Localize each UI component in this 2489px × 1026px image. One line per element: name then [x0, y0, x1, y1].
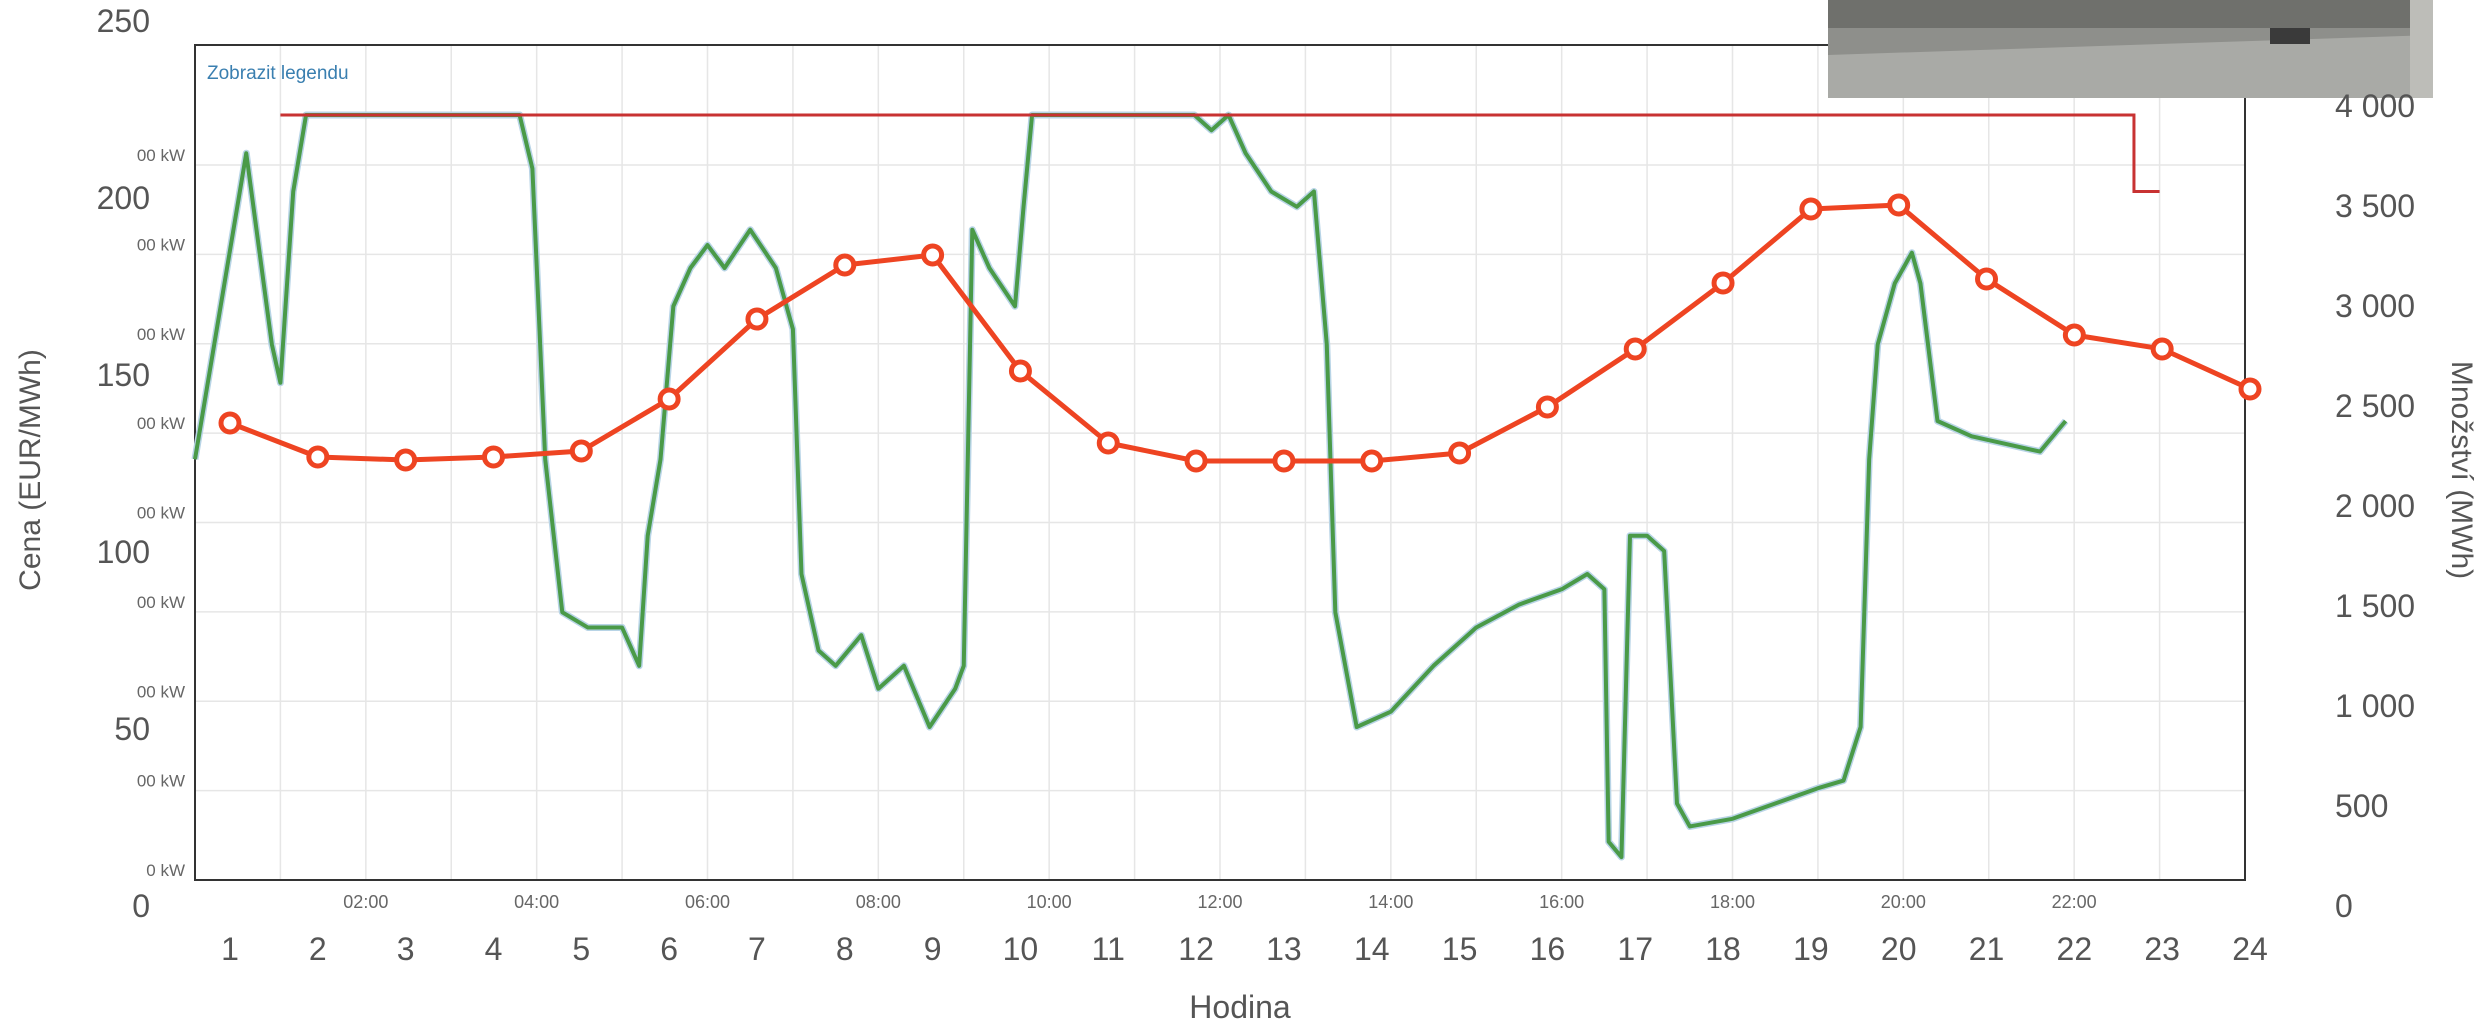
quantity-data-point: [921, 243, 945, 267]
x-tick-label: 9: [924, 931, 942, 967]
x-tick-label: 15: [1442, 931, 1478, 967]
x-tick-label: 4: [485, 931, 503, 967]
quantity-data-point: [306, 445, 330, 469]
overlay-time-tick-label: 14:00: [1368, 892, 1413, 912]
right-axis-title: Množství (MWh): [2445, 361, 2478, 579]
left-y-tick-label: 200: [97, 180, 150, 216]
quantity-data-point: [1799, 197, 1823, 221]
overlay-time-tick-label: 08:00: [856, 892, 901, 912]
x-tick-label: 20: [1881, 931, 1917, 967]
overlay-series-shadow: [191, 111, 2069, 861]
quantity-data-point: [1184, 449, 1208, 473]
right-y-tick-label: 1 500: [2335, 588, 2415, 624]
overlay-y-tick-label: 00 kW: [137, 414, 185, 433]
right-y-tick-label: 0: [2335, 888, 2353, 924]
quantity-data-point: [1975, 267, 1999, 291]
x-tick-label: 11: [1092, 931, 1125, 967]
quantity-data-point: [1360, 449, 1384, 473]
x-tick-label: 23: [2144, 931, 2180, 967]
x-tick-label: 14: [1354, 931, 1390, 967]
x-tick-label: 2: [309, 931, 327, 967]
quantity-data-point: [2150, 337, 2174, 361]
overlay-y-tick-label: 00 kW: [137, 593, 185, 612]
x-tick-label: 21: [1969, 931, 2005, 967]
quantity-data-point: [1008, 359, 1032, 383]
overlay-y-tick-label: 00 kW: [137, 325, 185, 344]
overlay-y-tick-label: 00 kW: [137, 146, 185, 165]
quantity-data-point: [657, 387, 681, 411]
overlay-y-tick-label: 00 kW: [137, 772, 185, 791]
quantity-data-point: [1711, 271, 1735, 295]
series-layer: [218, 193, 2262, 473]
quantity-data-point: [1887, 193, 1911, 217]
quantity-data-point: [481, 445, 505, 469]
quantity-data-point: [833, 253, 857, 277]
quantity-data-point: [2238, 377, 2262, 401]
x-axis-title: Hodina: [1189, 989, 1291, 1025]
overlay-content: [191, 111, 2160, 861]
quantity-data-point: [1535, 395, 1559, 419]
left-y-tick-label: 50: [114, 711, 150, 747]
overlay-y-tick-label: 00 kW: [137, 682, 185, 701]
overlay-time-tick-label: 04:00: [514, 892, 559, 912]
overlay-time-tick-label: 06:00: [685, 892, 730, 912]
quantity-series-line: [229, 202, 2252, 464]
overlay-time-tick-label: 10:00: [1027, 892, 1072, 912]
quantity-data-point: [569, 439, 593, 463]
legend-toggle-link[interactable]: Zobrazit legendu: [207, 63, 349, 84]
x-tick-label: 7: [748, 931, 766, 967]
quantity-data-point: [1272, 449, 1296, 473]
left-y-tick-label: 250: [97, 3, 150, 39]
x-tick-label: 12: [1178, 931, 1214, 967]
quantity-data-point: [2062, 323, 2086, 347]
quantity-data-point: [745, 307, 769, 331]
right-y-tick-label: 3 500: [2335, 188, 2415, 224]
right-y-tick-label: 3 000: [2335, 288, 2415, 324]
right-y-tick-label: 500: [2335, 788, 2388, 824]
left-y-tick-label: 100: [97, 534, 150, 570]
overlay-limit-line: [280, 113, 2160, 193]
left-y-tick-label: 150: [97, 357, 150, 393]
overlay-time-tick-label: 16:00: [1539, 892, 1584, 912]
x-tick-label: 10: [1003, 931, 1039, 967]
right-y-tick-label: 4 000: [2335, 88, 2415, 124]
quantity-data-point: [1623, 337, 1647, 361]
overlay-time-tick-label: 02:00: [343, 892, 388, 912]
left-axis-title: Cena (EUR/MWh): [14, 349, 47, 591]
right-y-tick-label: 2 500: [2335, 388, 2415, 424]
x-tick-label: 1: [221, 931, 239, 967]
x-tick-label: 5: [572, 931, 590, 967]
overlay-y-tick-label: 00 kW: [137, 235, 185, 254]
overlay-series-line: [193, 113, 2068, 860]
photo-thumbnail: [1828, 0, 2433, 98]
overlay-time-tick-label: 12:00: [1197, 892, 1242, 912]
overlay-y-tick-label: 00 kW: [137, 504, 185, 523]
right-y-tick-label: 1 000: [2335, 688, 2415, 724]
quantity-data-point: [394, 448, 418, 472]
x-tick-label: 19: [1793, 931, 1829, 967]
x-tick-label: 13: [1266, 931, 1302, 967]
x-tick-label: 18: [1705, 931, 1741, 967]
x-tick-label: 24: [2232, 931, 2268, 967]
x-tick-label: 16: [1530, 931, 1566, 967]
quantity-data-point: [218, 411, 242, 435]
x-tick-label: 8: [836, 931, 854, 967]
quantity-data-point: [1096, 431, 1120, 455]
overlay-time-tick-label: 18:00: [1710, 892, 1755, 912]
overlay-y-tick-label: 0 kW: [146, 861, 185, 880]
overlay-time-tick-label: 22:00: [2052, 892, 2097, 912]
x-tick-label: 6: [660, 931, 678, 967]
x-tick-label: 3: [397, 931, 415, 967]
left-y-tick-label: 0: [132, 888, 150, 924]
right-y-tick-label: 2 000: [2335, 488, 2415, 524]
overlay-time-tick-label: 20:00: [1881, 892, 1926, 912]
x-tick-label: 22: [2057, 931, 2093, 967]
x-tick-label: 17: [1617, 931, 1653, 967]
quantity-data-point: [1448, 441, 1472, 465]
